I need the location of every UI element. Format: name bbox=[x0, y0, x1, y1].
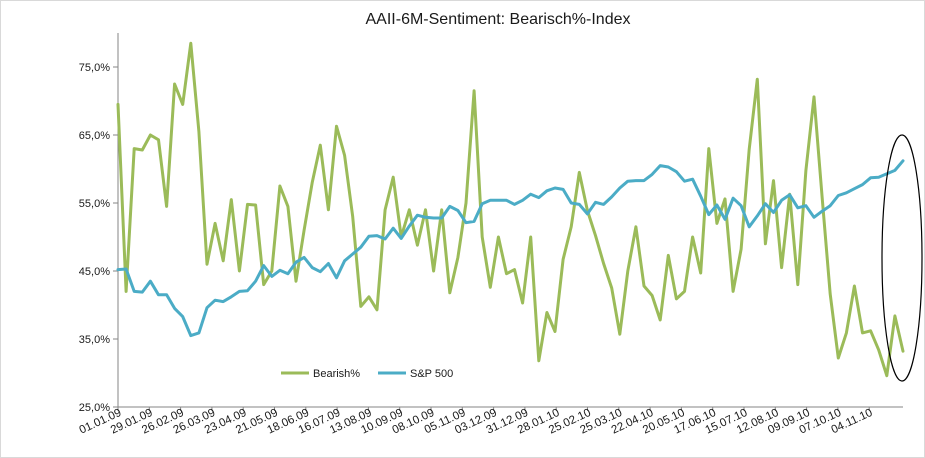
legend: Bearish% S&P 500 bbox=[281, 368, 453, 380]
highlight-ellipse bbox=[881, 134, 923, 382]
legend-label: Bearish% bbox=[313, 368, 360, 380]
y-tick-label: 45,0% bbox=[79, 266, 110, 278]
legend-label: S&P 500 bbox=[410, 368, 453, 380]
series-line-sp500 bbox=[116, 159, 905, 338]
plot-area: 25,0%35,0%45,0%55,0%65,0%75,0%01.01.0929… bbox=[78, 33, 905, 437]
chart-title: AAII-6M-Sentiment: Bearisch%-Index bbox=[366, 11, 631, 28]
series-line-bearish bbox=[116, 41, 905, 378]
y-tick-label: 55,0% bbox=[79, 198, 110, 210]
y-tick-label: 35,0% bbox=[79, 334, 110, 346]
y-tick-label: 65,0% bbox=[79, 130, 110, 142]
y-tick-label: 25,0% bbox=[79, 402, 110, 414]
y-tick-label: 75,0% bbox=[79, 62, 110, 74]
